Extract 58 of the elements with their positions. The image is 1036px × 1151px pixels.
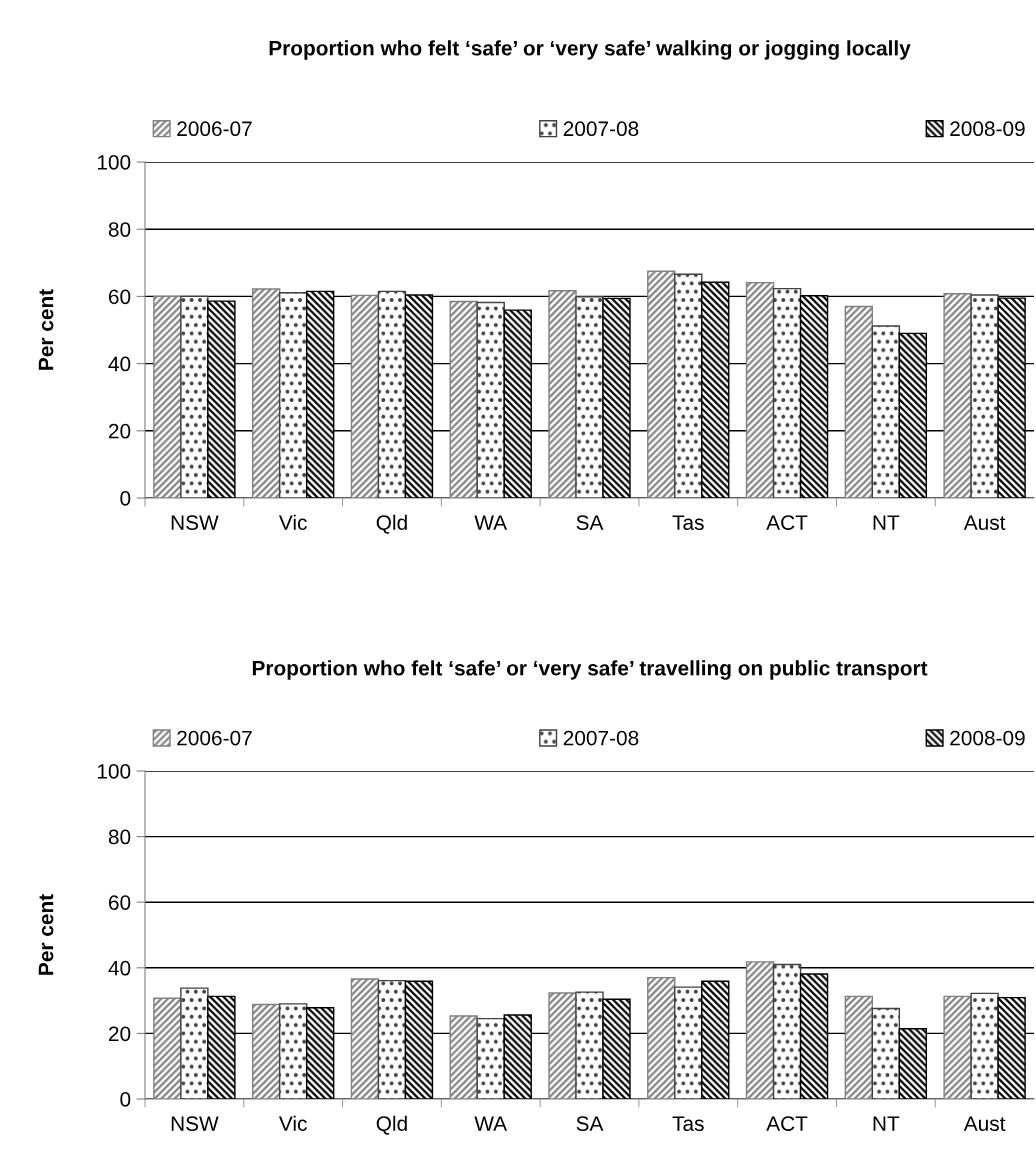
x-tick-label: ACT: [766, 515, 808, 530]
x-tick-label: WA: [474, 1116, 508, 1131]
bar: [871, 325, 901, 498]
y-tick-label: 20: [108, 1026, 131, 1042]
bar: [871, 1007, 901, 1099]
x-tick-label: Tas: [672, 1116, 704, 1131]
bar: [278, 292, 308, 498]
y-axis-title: Per cent: [38, 894, 54, 975]
y-tick-label: 40: [108, 356, 131, 372]
x-tick-label: Tas: [672, 515, 704, 530]
bar: [278, 1003, 308, 1099]
y-tick-label: 20: [108, 423, 131, 439]
legend-label: 2008-09: [950, 121, 1025, 137]
x-tick-label: Vic: [278, 1115, 307, 1131]
y-axis-title: Per cent: [38, 289, 54, 370]
bar: [674, 273, 703, 498]
bar: [772, 963, 802, 1099]
x-tick-label: SA: [576, 1116, 604, 1131]
x-tick-label: Aust: [963, 515, 1006, 530]
chart-title: Proportion who felt ‘safe’ or ‘very safe’ travelling on public transport: [252, 660, 928, 680]
bar: [575, 296, 604, 498]
legend-label: 2008-09: [950, 730, 1025, 746]
bar: [476, 301, 505, 498]
y-tick-label: 60: [109, 895, 131, 910]
legend-label: 2006-07: [177, 730, 252, 746]
bar: [180, 987, 209, 1099]
bar: [674, 986, 703, 1099]
legend-label: 2006-07: [177, 121, 252, 137]
x-tick-label: Qld: [376, 514, 407, 534]
bar: [772, 287, 802, 498]
x-tick-label: ACT: [766, 1116, 808, 1131]
bar: [970, 992, 999, 1099]
y-tick-label: 80: [108, 222, 131, 237]
y-tick-label: 60: [109, 289, 131, 305]
y-tick-label: 80: [108, 829, 131, 845]
legend-label: 2007-08: [563, 730, 639, 746]
bar: [377, 290, 407, 498]
x-tick-label: NSW: [171, 1116, 219, 1131]
y-tick-label: 0: [120, 491, 131, 506]
bar: [377, 979, 407, 1099]
bar: [575, 991, 604, 1099]
x-tick-label: NT: [873, 515, 900, 530]
x-tick-label: Aust: [963, 1116, 1006, 1131]
y-tick-label: 100: [97, 764, 131, 779]
x-tick-label: WA: [474, 515, 508, 530]
x-tick-label: Vic: [278, 514, 307, 530]
y-tick-label: 40: [108, 960, 131, 976]
x-tick-label: NT: [873, 1116, 900, 1131]
legend-label: 2007-08: [563, 121, 639, 137]
bar: [476, 1017, 505, 1099]
chart-title: Proportion who felt ‘safe’ or ‘very safe’ walking or jogging locally: [269, 40, 911, 60]
bar: [180, 295, 209, 498]
bar: [970, 294, 999, 498]
x-tick-label: SA: [576, 515, 604, 530]
x-tick-label: Qld: [376, 1115, 407, 1135]
y-tick-label: 0: [120, 1092, 131, 1107]
x-tick-label: NSW: [171, 515, 219, 530]
y-tick-label: 100: [97, 155, 131, 170]
